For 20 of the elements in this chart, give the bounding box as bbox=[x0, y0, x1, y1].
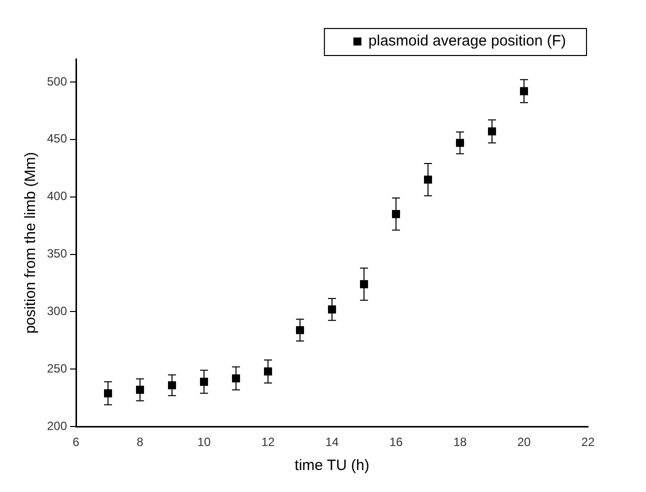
point bbox=[168, 381, 176, 390]
x-tick-label: 22 bbox=[581, 435, 595, 450]
x-tick-label: 8 bbox=[136, 435, 144, 450]
y-tick-label: 300 bbox=[46, 304, 68, 318]
x-tick-label: 18 bbox=[453, 435, 467, 450]
y-tick-label: 250 bbox=[46, 361, 68, 376]
x-tick-label: 6 bbox=[72, 435, 80, 450]
y-tick-label: 500 bbox=[46, 74, 68, 88]
x-axis-title: time TU (h) bbox=[294, 457, 370, 474]
y-axis-title: position from the limb (Mm) bbox=[22, 152, 40, 334]
y-tick-label: 350 bbox=[46, 246, 68, 261]
y-tick-label: 200 bbox=[46, 418, 68, 433]
x-tick-label: 14 bbox=[325, 435, 340, 450]
y-tick-label: 400 bbox=[46, 189, 68, 204]
x-tick-label: 16 bbox=[389, 435, 403, 450]
x-tick-label: 10 bbox=[197, 435, 212, 450]
y-tick-label: 450 bbox=[46, 132, 68, 146]
legend-label: plasmoid average position (F) bbox=[368, 32, 566, 50]
x-tick-label: 12 bbox=[261, 435, 276, 450]
x-tick-label: 20 bbox=[517, 435, 531, 450]
